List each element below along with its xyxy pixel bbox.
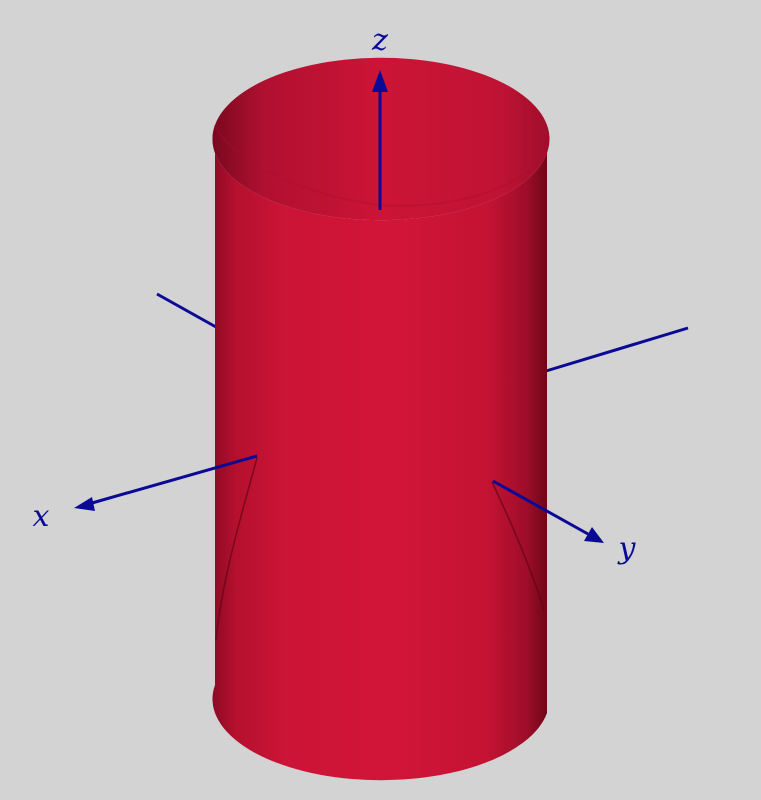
y-axis-label: y	[617, 531, 637, 566]
cylinder-body	[212, 125, 547, 781]
cylinder-crease-right	[491, 481, 545, 611]
z-axis-label: z	[371, 23, 388, 58]
z-axis-arrowhead	[372, 70, 388, 92]
x-axis	[91, 454, 258, 505]
y-axis-back-segment	[545, 326, 689, 373]
y-axis	[492, 479, 589, 536]
y-axis-arrowhead	[584, 527, 604, 543]
x-axis-label: x	[33, 499, 50, 534]
x-axis-back-segment	[156, 292, 217, 329]
cylinder-crease-left	[215, 457, 258, 641]
x-axis-arrowhead	[74, 497, 95, 511]
